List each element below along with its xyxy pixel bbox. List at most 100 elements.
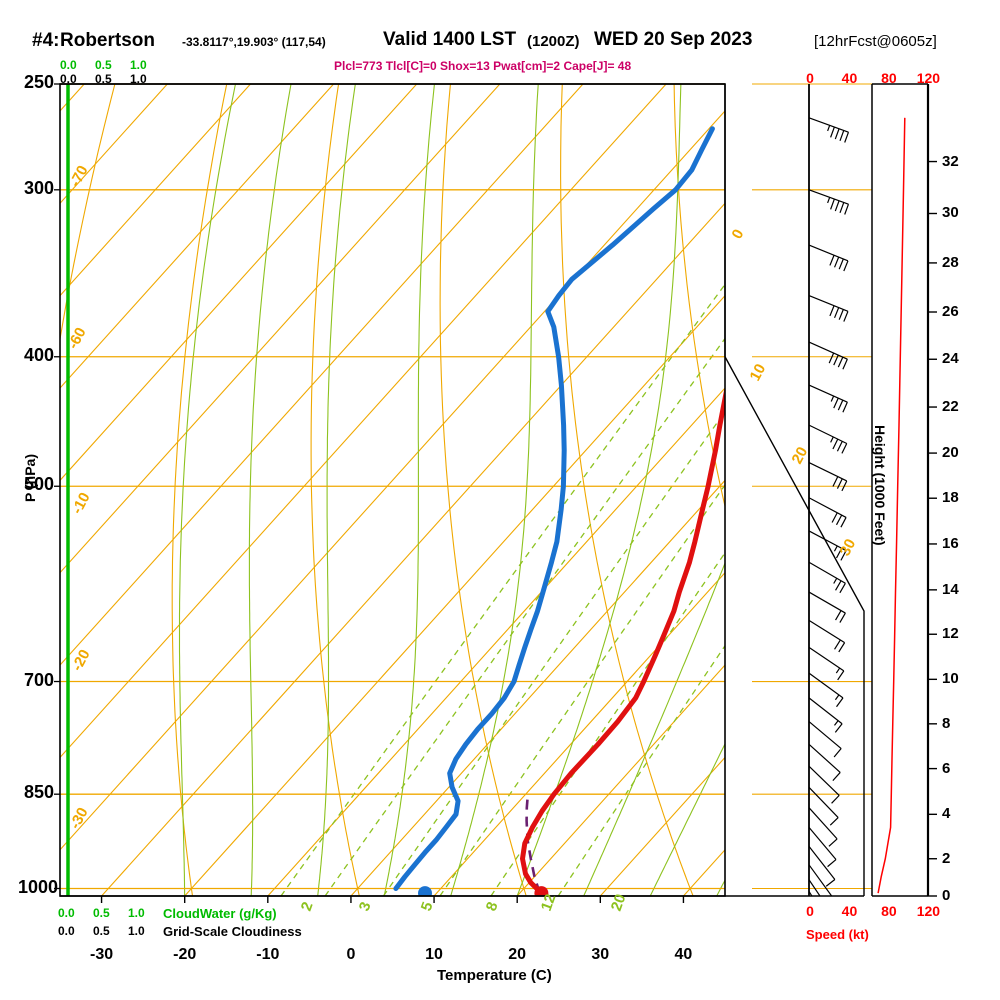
cloudiness-top-tick-2: 1.0 xyxy=(130,72,147,86)
cloudiness-axis-title: Grid-Scale Cloudiness xyxy=(163,924,302,939)
wind-barb xyxy=(808,561,846,594)
wind-barb xyxy=(808,672,844,708)
height-tick-28: 28 xyxy=(942,253,959,271)
cloudiness-bottom-tick-2: 1.0 xyxy=(128,924,145,938)
isotherm-label: -10 xyxy=(69,490,94,517)
speed-tick-80-bottom: 80 xyxy=(881,903,897,919)
pressure-axis-title: P (hPa) xyxy=(21,454,38,502)
cloudwater-bottom-tick-0: 0.0 xyxy=(58,906,75,920)
height-tick-16: 16 xyxy=(942,534,959,552)
height-tick-8: 8 xyxy=(942,714,951,732)
wind-barb xyxy=(808,697,843,733)
wind-barb xyxy=(808,462,848,492)
height-tick-10: 10 xyxy=(942,670,959,688)
mixing-ratio-label: 2 xyxy=(298,900,317,914)
wind-barb xyxy=(808,765,840,804)
forecast-tag: [12hrFcst@0605z] xyxy=(814,33,937,50)
height-tick-12: 12 xyxy=(942,625,959,643)
wind-barb xyxy=(808,864,833,896)
speed-tick-0-top: 0 xyxy=(806,70,814,86)
wind-barb xyxy=(808,846,836,887)
height-tick-2: 2 xyxy=(942,849,951,867)
cloudiness-bottom-tick-0: 0.0 xyxy=(58,924,75,938)
station-name: Robertson xyxy=(60,30,155,51)
wind-barb xyxy=(808,117,850,143)
wind-barb xyxy=(808,721,842,758)
wind-barb xyxy=(808,807,838,847)
dewpoint-curve xyxy=(393,126,715,891)
cloudiness-bottom-tick-1: 0.5 xyxy=(93,924,110,938)
wind-barb xyxy=(808,295,849,322)
height-tick-30: 30 xyxy=(942,204,959,222)
cloudwater-top-tick-0: 0.0 xyxy=(60,58,77,72)
wind-barb xyxy=(808,879,821,896)
mixing-ratio-label: 8 xyxy=(483,900,502,914)
wind-barb xyxy=(808,591,846,623)
isotherm-label: -30 xyxy=(67,805,92,832)
height-tick-14: 14 xyxy=(942,580,959,598)
isotherm-label: 0 xyxy=(729,227,748,242)
valid-date: WED 20 Sep 2023 xyxy=(594,29,753,50)
temperature-tick-40: 40 xyxy=(674,946,693,963)
wind-barb xyxy=(808,530,847,561)
pressure-tick-400: 400 xyxy=(24,344,55,365)
speed-tick-40-top: 40 xyxy=(841,70,858,86)
temperature-tick-30: 30 xyxy=(591,946,610,963)
wind-barb xyxy=(808,619,846,653)
temperature-axis-title: Temperature (C) xyxy=(437,967,552,984)
cloudwater-axis-title: CloudWater (g/Kg) xyxy=(163,906,277,921)
pressure-tick-300: 300 xyxy=(24,177,55,198)
station-coordinates: -33.8117°,19.903° (117,54) xyxy=(182,35,326,49)
height-profile-curve xyxy=(877,117,906,894)
pressure-tick-500: 500 xyxy=(24,474,55,495)
height-tick-22: 22 xyxy=(942,398,959,416)
pressure-tick-1000: 1000 xyxy=(18,876,59,897)
pressure-tick-250: 250 xyxy=(24,72,55,92)
height-tick-0: 0 xyxy=(942,887,951,904)
isotherm-label: 10 xyxy=(747,361,770,384)
wind-barb xyxy=(808,786,839,826)
cloudwater-top-tick-1: 0.5 xyxy=(95,58,112,72)
isotherm-label: -70 xyxy=(67,163,92,190)
speed-tick-0-bottom: 0 xyxy=(806,903,814,919)
surface-temperature-dot xyxy=(534,886,549,896)
valid-time-utc: (1200Z) xyxy=(527,33,580,50)
height-tick-24: 24 xyxy=(942,350,959,368)
wind-barb xyxy=(808,743,841,781)
speed-tick-120-top: 120 xyxy=(916,70,941,86)
cloudiness-top-tick-1: 0.5 xyxy=(95,72,112,86)
isotherm-label: 30 xyxy=(837,536,860,559)
temperature-tick--30: -30 xyxy=(90,946,114,963)
temperature-tick--10: -10 xyxy=(256,946,280,963)
wind-barb xyxy=(808,341,848,370)
speed-axis-title: Speed (kt) xyxy=(806,927,869,942)
station-id: #4: xyxy=(32,30,60,51)
wind-barb xyxy=(808,826,837,868)
height-axis-title: Height (1000 Feet) xyxy=(872,425,888,546)
isotherm-label: 20 xyxy=(789,444,812,467)
mixing-ratio-label: 20 xyxy=(608,892,630,913)
mixing-ratio-label: 3 xyxy=(356,900,375,914)
height-tick-18: 18 xyxy=(942,489,959,507)
wind-barb xyxy=(808,244,849,272)
pressure-tick-700: 700 xyxy=(24,669,55,690)
sounding-parameters: Plcl=773 Tlcl[C]=0 Shox=13 Pwat[cm]=2 Ca… xyxy=(334,59,632,73)
height-tick-20: 20 xyxy=(942,444,959,462)
cloudwater-bottom-tick-2: 1.0 xyxy=(128,906,145,920)
mixing-ratio-label: 12 xyxy=(538,892,560,913)
height-tick-6: 6 xyxy=(942,759,951,777)
speed-tick-40-bottom: 40 xyxy=(841,903,858,919)
cloudwater-bottom-tick-1: 0.5 xyxy=(93,906,110,920)
height-tick-32: 32 xyxy=(942,152,959,170)
surface-dewpoint-dot xyxy=(418,886,433,896)
speed-tick-120-bottom: 120 xyxy=(916,903,941,919)
cloudiness-top-tick-0: 0.0 xyxy=(60,72,77,86)
wind-barb xyxy=(808,424,848,454)
temperature-tick-10: 10 xyxy=(425,946,443,963)
wind-barb xyxy=(808,497,847,528)
cloudwater-top-tick-2: 1.0 xyxy=(130,58,147,72)
temperature-tick-20: 20 xyxy=(508,946,527,963)
temperature-tick--20: -20 xyxy=(173,946,197,963)
